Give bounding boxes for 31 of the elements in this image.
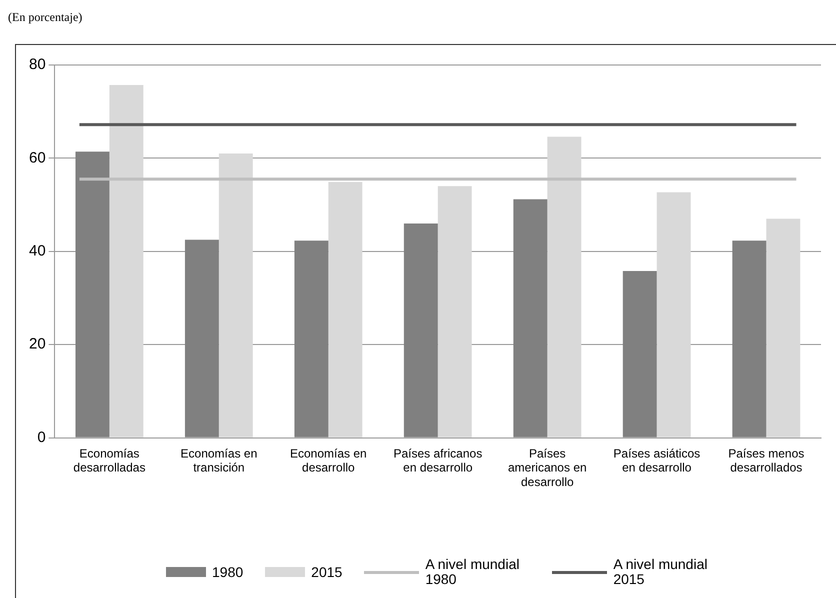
legend-label: A nivel mundial 2015 — [613, 556, 708, 588]
bar — [622, 270, 657, 438]
y-tick-label: 80 — [28, 56, 46, 74]
y-tick-label: 20 — [28, 336, 46, 353]
bar — [438, 186, 472, 438]
x-tick-label: Países africanos en desarrollo — [393, 446, 482, 475]
x-tick-label: Economías en desarrollo — [290, 446, 367, 475]
y-tick-label: 60 — [28, 149, 46, 166]
bar — [109, 85, 144, 438]
bar — [404, 223, 438, 438]
bar — [218, 154, 253, 438]
legend-label: 1980 — [212, 564, 244, 580]
bar — [328, 182, 362, 438]
bar — [766, 218, 800, 438]
bar — [732, 240, 766, 438]
y-tick-label: 0 — [37, 428, 46, 446]
bar — [513, 199, 548, 438]
legend-label: 2015 — [311, 564, 342, 580]
bar — [184, 240, 219, 438]
x-tick-label: Países menos desarrollados — [728, 446, 804, 475]
x-tick-label: Países americanos en desarrollo — [508, 446, 587, 490]
bar — [656, 192, 691, 438]
chart-title: (En porcentaje) — [8, 10, 82, 25]
x-tick-label: Economías desarrolladas — [73, 446, 146, 475]
bar — [294, 240, 328, 438]
legend-label: A nivel mundial 1980 — [425, 556, 520, 588]
x-tick-label: Países asiáticos en desarrollo — [613, 446, 700, 475]
x-tick-label: Economías en transición — [180, 446, 258, 475]
y-tick-label: 40 — [28, 242, 46, 260]
bar — [547, 136, 582, 438]
bar — [75, 152, 110, 438]
